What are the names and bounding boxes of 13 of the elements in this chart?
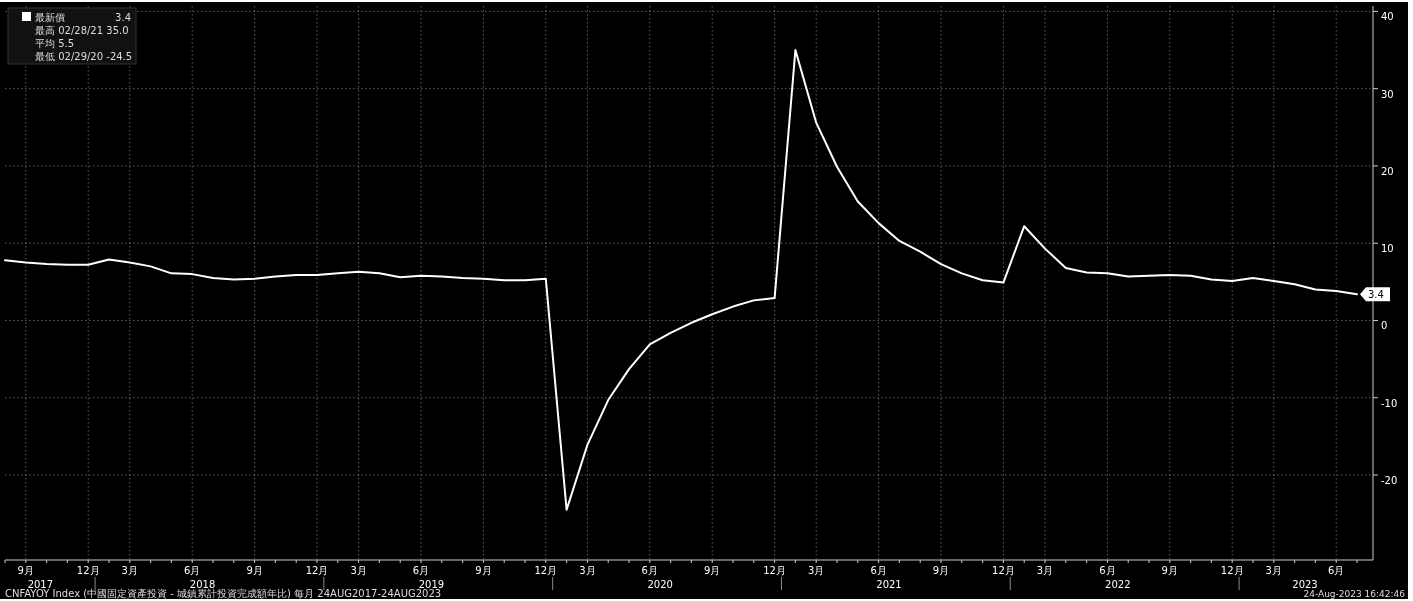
annotation: 2023 [1292, 579, 1318, 590]
annotation: 24-Aug-2023 16:42:46 [1303, 589, 1405, 599]
annotation: CNFAYOY Index (中國固定資產投資 - 城鎮累計投資完成額年比) 每月 24AUG2017-24AUG2023 [5, 588, 442, 599]
annotation: 3.4 [115, 12, 131, 23]
annotation: 2021 [876, 579, 902, 590]
annotation: 2019 [418, 579, 445, 590]
annotation: 最高 02/28/21 35.0 [35, 25, 129, 36]
annotation: 2022 [1105, 579, 1131, 590]
annotation: 2020 [647, 579, 673, 590]
annotation: 最低 02/29/20 -24.5 [35, 51, 133, 62]
annotation: 平均 5.5 [35, 38, 75, 49]
annotation: 2017 [27, 579, 54, 590]
data-label: 3.4 [1368, 289, 1384, 301]
